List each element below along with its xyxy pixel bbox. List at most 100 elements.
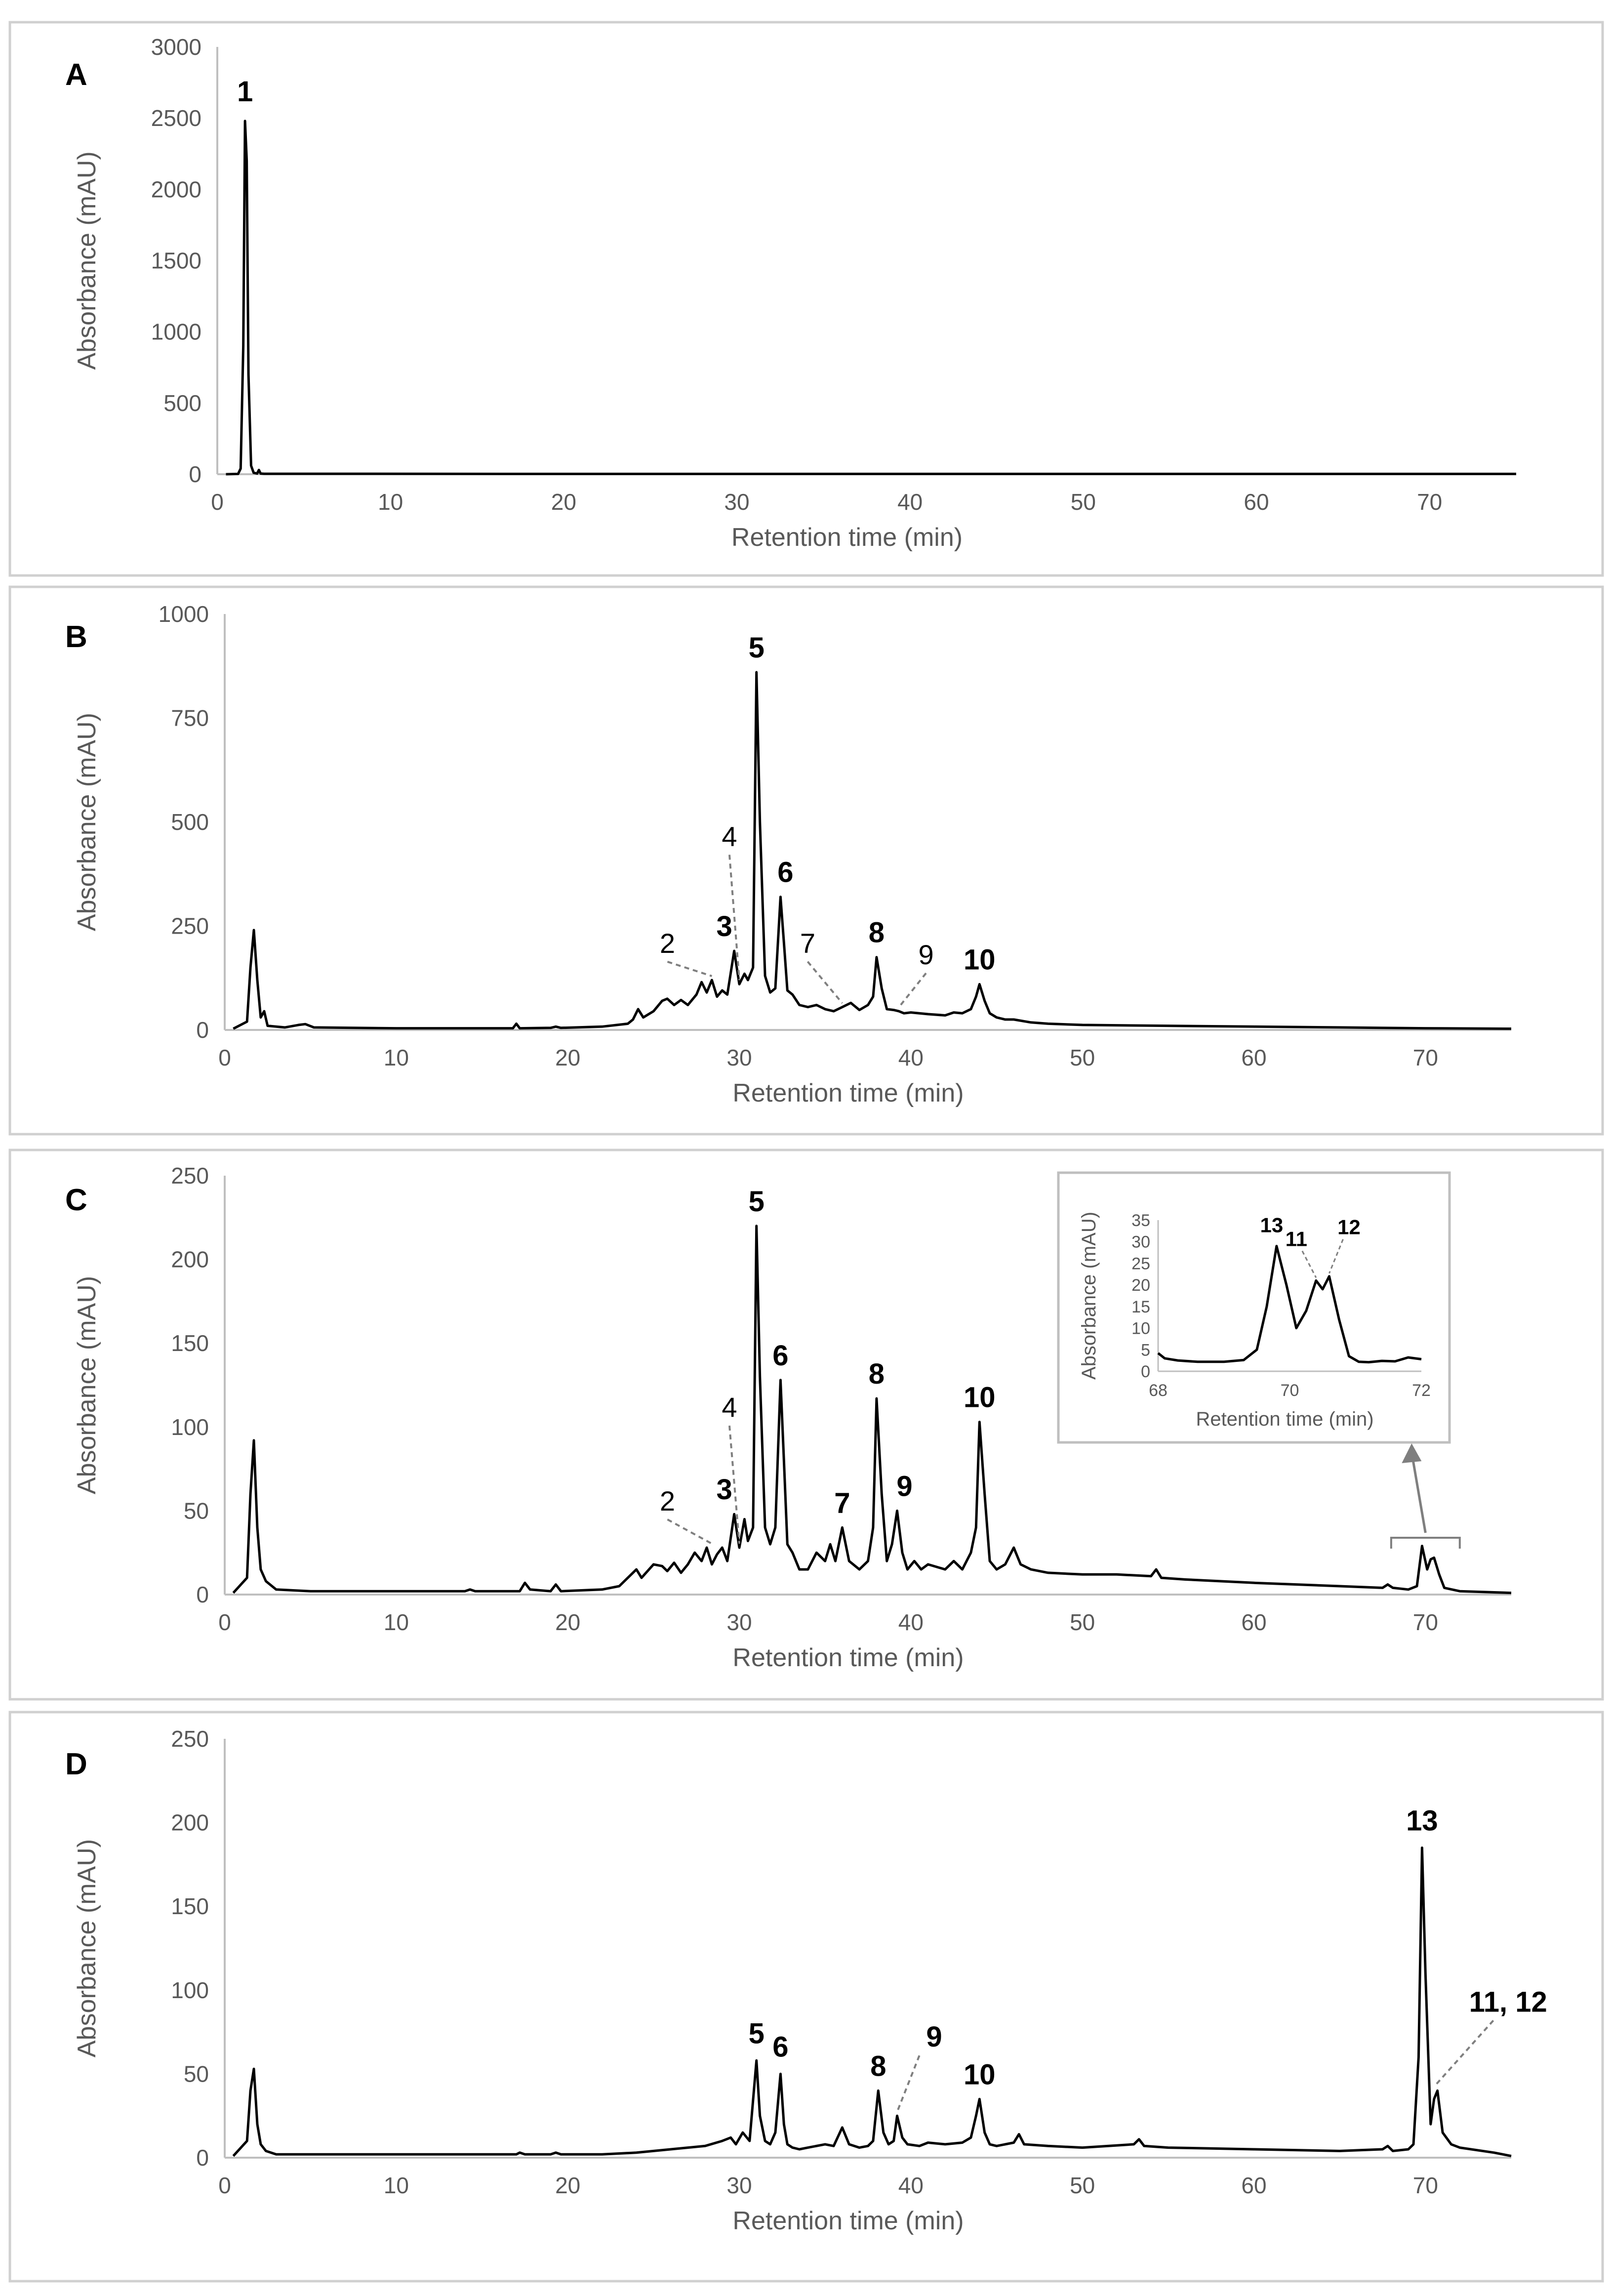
y-tick-label: 50 [184,2061,209,2087]
peak-label: 8 [869,917,885,949]
peak-label: 10 [964,1382,996,1414]
x-tick-label: 30 [726,2173,752,2198]
y-tick-label: 250 [171,913,209,939]
panel-frame [8,21,1604,577]
inset-y-axis-title: Absorbance (mAU) [1078,1212,1100,1380]
inset-y-tick-label: 15 [1131,1298,1150,1316]
peak-label: 11, 12 [1469,1986,1547,2018]
peak-label: 10 [964,2058,996,2091]
y-tick-label: 500 [171,809,209,835]
x-tick-label: 0 [211,489,224,515]
peak-label: 7 [834,1487,850,1519]
inset-series-line [1157,1245,1422,1364]
peak-label: 9 [896,1470,912,1502]
y-tick-label: 0 [196,1017,209,1043]
x-tick-label: 20 [555,1609,580,1635]
peak-label: 10 [964,943,996,976]
y-tick-label: 50 [184,1498,209,1523]
x-tick-label: 70 [1413,2173,1438,2198]
peak-label: 7 [800,928,815,959]
peak-label: 5 [749,2017,765,2050]
x-tick-label: 0 [218,1045,231,1070]
peak-leader-line [806,961,843,1004]
y-tick-label: 0 [196,2145,209,2171]
inset-leader-line [1329,1239,1344,1274]
inset-y-tick-label: 30 [1131,1233,1150,1252]
x-tick-label: 10 [384,1045,409,1070]
x-axis-title: Retention time (min) [732,2207,964,2235]
series-line [232,1225,1512,1595]
x-tick-label: 40 [898,1045,924,1070]
x-tick-label: 10 [384,1609,409,1635]
y-tick-label: 500 [163,390,201,416]
x-tick-label: 50 [1071,489,1096,515]
x-tick-label: 60 [1241,1045,1266,1070]
inset-x-tick-label: 70 [1281,1381,1299,1400]
x-tick-label: 70 [1413,1045,1438,1070]
x-tick-label: 30 [726,1609,752,1635]
x-tick-label: 20 [551,489,576,515]
x-axis-title: Retention time (min) [732,1079,964,1107]
peak-label: 3 [716,1474,732,1506]
peak-label: 5 [749,632,765,664]
y-axis-title: Absorbance (mAU) [73,713,101,931]
inset-bracket [1390,1537,1461,1549]
peak-leader-line [1433,2019,1494,2088]
panel-letter: B [65,620,87,654]
inset-y-tick-label: 20 [1131,1276,1150,1295]
panel-letter: D [65,1747,87,1781]
series-line [226,120,1516,476]
panel-B: B 0 250 500 750 1000 0 10 20 30 40 50 60 70 Retention … [8,585,1604,1136]
y-tick-label: 200 [171,1247,209,1272]
inset-peak-label: 13 [1260,1213,1283,1236]
y-tick-label: 2000 [151,176,201,202]
inset-x-tick-label: 72 [1412,1381,1431,1400]
inset-y-tick-label: 25 [1131,1254,1150,1273]
inset-arrow [1410,1452,1427,1533]
peak-label: 8 [870,2050,886,2082]
peak-leader-line [728,855,740,981]
inset-y-tick-label: 0 [1141,1362,1150,1381]
y-axis-title: Absorbance (mAU) [73,1839,101,2057]
series-line [233,671,1512,1030]
inset-x-axis-title: Retention time (min) [1196,1408,1373,1430]
inset-arrowhead [1402,1443,1422,1463]
y-tick-label: 1000 [151,319,201,345]
peak-label: 2 [660,1485,675,1517]
panel-frame [8,585,1604,1136]
y-tick-label: 100 [171,1414,209,1440]
peak-label: 6 [777,857,793,889]
y-tick-label: 200 [171,1810,209,1836]
peak-label: 1 [237,76,253,108]
y-tick-label: 2500 [151,105,201,131]
y-tick-label: 250 [171,1726,209,1752]
peak-label: 2 [660,928,675,959]
x-tick-label: 70 [1417,489,1442,515]
panel-frame [8,1148,1604,1701]
panel-A: A 0 500 1000 1500 2000 2500 3000 0 10 20 30 40 50 60 70… [8,21,1604,577]
peak-label: 6 [772,1340,788,1372]
x-tick-label: 40 [898,1609,924,1635]
x-tick-label: 30 [726,1045,752,1070]
peak-label: 3 [716,910,732,943]
peak-leader-line [667,961,713,977]
peak-label: 8 [869,1358,885,1390]
inset-leader-line [1301,1250,1317,1278]
peak-label: 6 [772,2031,788,2063]
peak-label: 5 [749,1186,765,1218]
inset-chart: 0 5 10 15 20 25 30 35 68 70 72 Retention time (min)… [1057,1171,1451,1444]
x-tick-label: 50 [1070,2173,1095,2198]
inset-peak-label: 11 [1286,1227,1307,1250]
y-tick-label: 150 [171,1330,209,1356]
x-tick-label: 0 [218,2173,231,2198]
peak-leader-line [667,1518,713,1545]
panel-letter: C [65,1183,87,1217]
x-tick-label: 20 [555,1045,580,1070]
panel-letter: A [65,58,87,92]
panel-D: D 0 50 100 150 200 250 0 10 20 30 40 50 60 70 Retention… [8,1711,1604,2283]
x-tick-label: 60 [1244,489,1269,515]
peak-leader-line [728,1425,740,1544]
y-tick-label: 1000 [159,601,209,627]
